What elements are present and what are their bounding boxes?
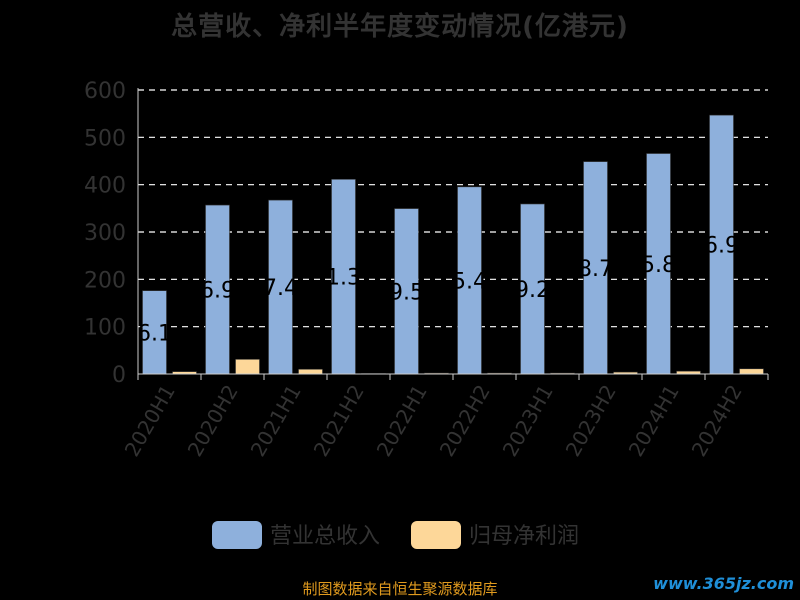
- revenue-data-label: 6.1: [137, 321, 172, 346]
- revenue-bar: [268, 199, 293, 375]
- legend-item-net-profit[interactable]: 归母净利润: [411, 521, 579, 549]
- x-tick-label: 2021H1: [246, 381, 306, 461]
- y-tick-label: 600: [84, 79, 126, 104]
- x-axis-ticks: 2020H1 2020H2 2021H1 2021H2 2022H1 2022H2 2023…: [120, 381, 747, 461]
- y-tick-label: 0: [112, 363, 126, 388]
- y-tick-label: 400: [84, 174, 126, 199]
- x-tick-label: 2022H1: [372, 381, 432, 461]
- y-tick-label: 100: [84, 316, 126, 341]
- x-tick-label: 2021H2: [309, 381, 369, 461]
- y-tick-label: 500: [84, 126, 126, 151]
- x-tick-label: 2024H1: [624, 381, 684, 461]
- legend-swatch: [212, 521, 262, 549]
- net-profit-bar: [739, 368, 764, 375]
- axes: [137, 88, 769, 380]
- revenue-data-label: 6.9: [200, 279, 235, 304]
- bars: [142, 114, 764, 375]
- revenue-bar: [520, 203, 545, 375]
- source-note: 制图数据来自恒生聚源数据库: [302, 580, 498, 598]
- x-tick-label: 2020H1: [120, 381, 180, 461]
- x-tick-label: 2023H1: [498, 381, 558, 461]
- revenue-bar: [457, 186, 482, 375]
- revenue-data-label: 9.2: [515, 278, 550, 303]
- revenue-data-label: 6.9: [704, 234, 739, 259]
- legend-item-revenue[interactable]: 营业总收入: [212, 521, 380, 549]
- revenue-bar: [331, 179, 356, 375]
- revenue-bar: [646, 153, 671, 375]
- revenue-data-label: 8.7: [578, 257, 613, 282]
- revenue-bar: [394, 208, 419, 375]
- revenue-data-label: 9.5: [389, 280, 424, 305]
- x-tick-label: 2022H2: [435, 381, 495, 461]
- net-profit-bar: [235, 359, 260, 375]
- x-tick-label: 2024H2: [687, 381, 747, 461]
- x-tick-label: 2023H2: [561, 381, 621, 461]
- net-profit-bar: [298, 368, 323, 375]
- legend-label: 归母净利润: [469, 524, 579, 549]
- grid-lines: [138, 89, 768, 328]
- watermark-logo: www.365jz.com: [653, 574, 794, 593]
- y-axis-ticks: 0 100 200 300 400 500 600: [84, 79, 126, 388]
- revenue-data-label: 7.4: [263, 276, 298, 301]
- x-tick-label: 2020H2: [183, 381, 243, 461]
- revenue-data-label: 1.3: [326, 266, 361, 291]
- y-tick-label: 300: [84, 221, 126, 246]
- data-labels: 6.1 6.9 7.4 1.3 9.5 5.4 9.2 8.7 5.8 6.9: [137, 234, 739, 347]
- legend-label: 营业总收入: [270, 524, 380, 549]
- revenue-bar: [583, 161, 608, 375]
- legend-swatch: [411, 521, 461, 549]
- revenue-data-label: 5.4: [452, 269, 487, 294]
- revenue-data-label: 5.8: [641, 253, 676, 278]
- revenue-bar: [142, 290, 167, 375]
- revenue-bar: [709, 114, 734, 375]
- legend[interactable]: 营业总收入 归母净利润: [212, 521, 579, 549]
- y-tick-label: 200: [84, 268, 126, 293]
- chart-title: 总营收、净利半年度变动情况(亿港元): [171, 12, 629, 42]
